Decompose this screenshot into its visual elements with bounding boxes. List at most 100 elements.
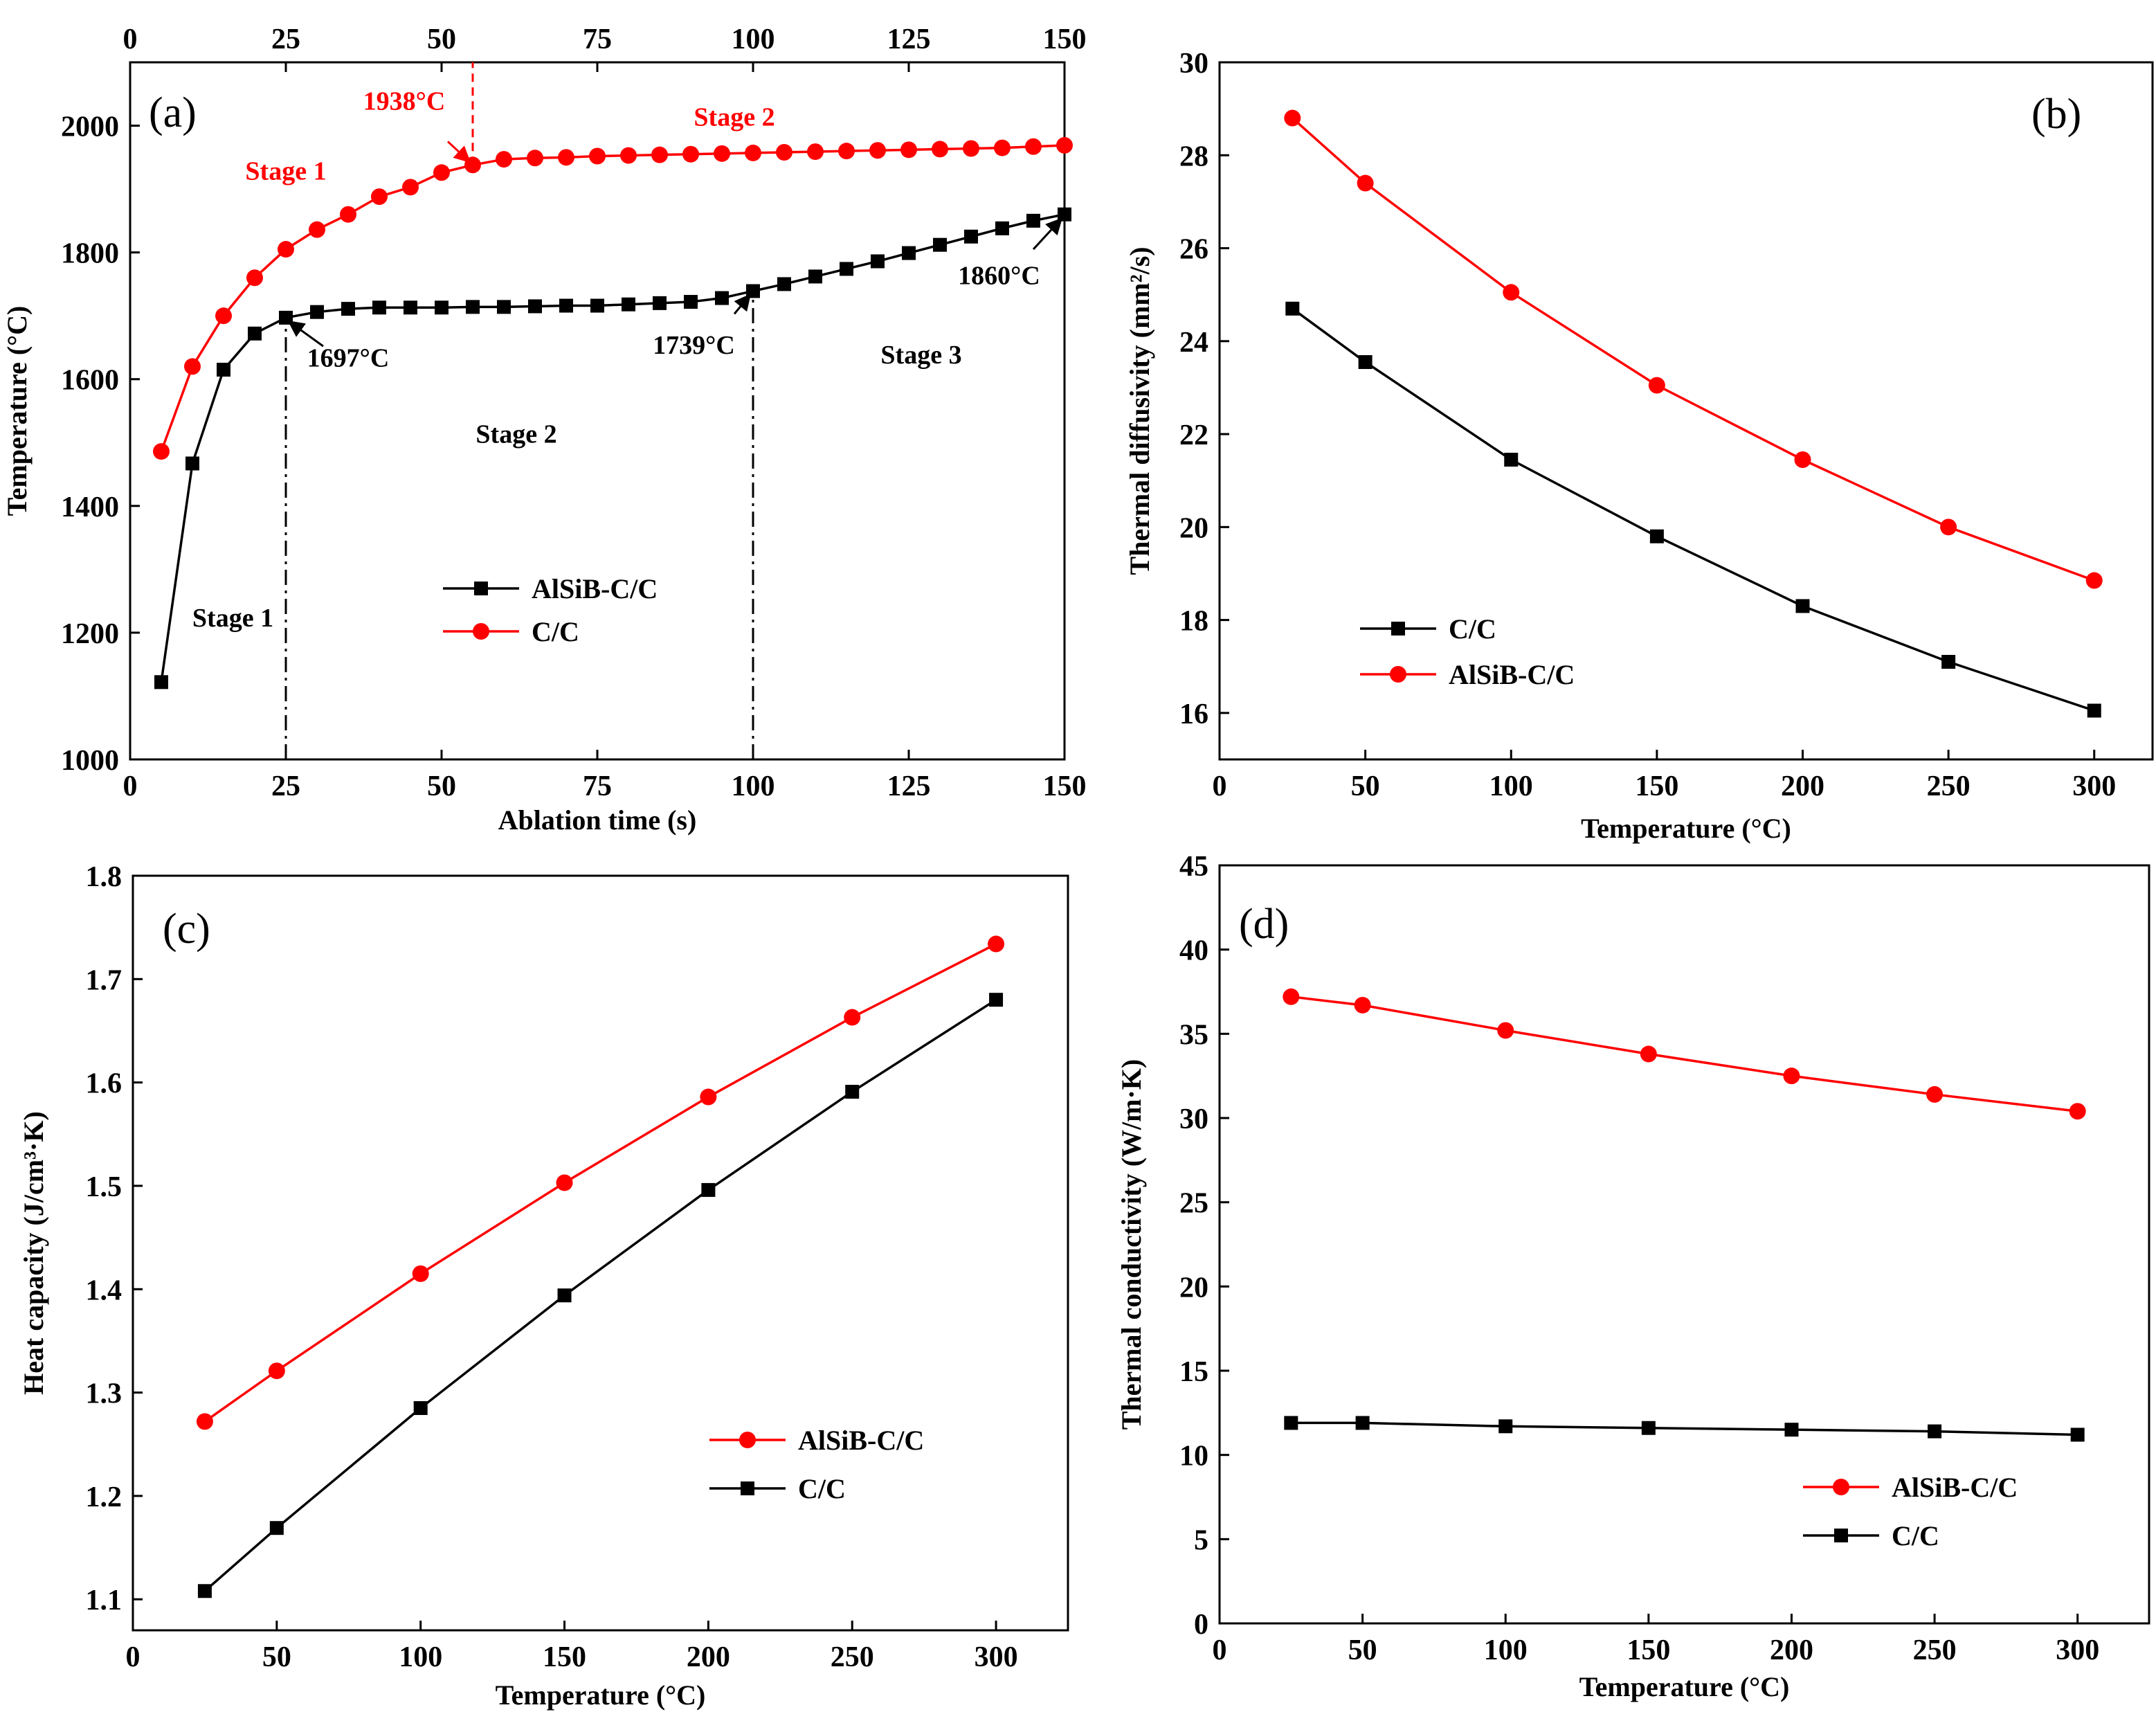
data-point — [994, 139, 1011, 156]
data-point — [154, 675, 168, 690]
y-tick-label: 45 — [1179, 851, 1208, 883]
data-point — [1940, 519, 1957, 536]
data-point — [808, 269, 822, 284]
data-point — [248, 326, 262, 341]
data-point — [1784, 1423, 1799, 1437]
x-tick-label: 50 — [262, 1641, 291, 1673]
series-c-c — [1285, 301, 2101, 718]
annotation-label: Stage 2 — [475, 420, 556, 449]
data-point — [341, 302, 355, 316]
x-tick-label: 50 — [1348, 1634, 1377, 1666]
data-point — [404, 300, 417, 315]
panel-label: (b) — [2031, 91, 2081, 138]
y-tick-label: 28 — [1179, 141, 1208, 172]
data-point — [932, 141, 948, 158]
data-point — [269, 1521, 284, 1535]
y-tick-label: 1400 — [61, 492, 119, 523]
data-point — [1355, 1416, 1370, 1430]
data-point — [215, 307, 232, 325]
data-point — [1783, 1067, 1800, 1085]
y-tick-label: 1.3 — [86, 1378, 123, 1410]
y-tick-label: 1.6 — [86, 1068, 123, 1100]
y-tick-label: 20 — [1179, 1272, 1208, 1304]
data-point — [1283, 988, 1300, 1005]
legend-marker — [739, 1432, 756, 1448]
data-point — [268, 1362, 285, 1380]
x-tick-label: 50 — [1351, 771, 1380, 802]
annotation-label: 1860°C — [958, 261, 1040, 290]
x-tick-label: 150 — [1627, 1634, 1670, 1666]
x-axis-title: Temperature (°C) — [496, 1679, 706, 1711]
data-point — [590, 298, 604, 313]
y-tick-label: 16 — [1179, 699, 1208, 730]
y-tick-label: 1.1 — [86, 1585, 123, 1616]
plot-frame — [1218, 864, 2150, 1625]
legend-marker — [473, 623, 489, 640]
data-point — [701, 1182, 716, 1197]
y-tick-label: 20 — [1179, 512, 1208, 544]
y-axis-title: Heat capacity (J/cm³·K) — [18, 1111, 49, 1395]
y-tick-label: 1200 — [61, 618, 119, 650]
data-point — [527, 150, 543, 167]
data-point — [745, 144, 761, 161]
data-point — [963, 140, 979, 157]
data-point — [844, 1009, 861, 1026]
data-point — [372, 300, 386, 315]
data-point — [2069, 1103, 2086, 1120]
series-line — [1292, 307, 2095, 712]
legend-label: C/C — [798, 1473, 846, 1504]
legend-label: C/C — [532, 616, 579, 647]
y-tick-label: 1.7 — [86, 964, 123, 996]
x-tick-label: 250 — [1927, 771, 1971, 802]
data-point — [776, 143, 792, 161]
top-tick-label: 75 — [583, 24, 612, 55]
x-tick-label: 0 — [123, 771, 138, 802]
data-point — [217, 362, 230, 377]
series-line — [160, 144, 1065, 452]
data-point — [2087, 703, 2101, 718]
data-point — [684, 295, 698, 309]
data-point — [1026, 213, 1040, 228]
legend-label: AlSiB-C/C — [798, 1425, 924, 1456]
y-tick-label: 30 — [1179, 1103, 1208, 1135]
data-point — [153, 443, 170, 460]
x-tick-label: 100 — [1489, 771, 1533, 802]
top-tick-label: 125 — [887, 24, 931, 55]
x-tick-label: 100 — [732, 771, 775, 802]
data-point — [197, 1584, 212, 1598]
annotation-label: 1739°C — [653, 331, 735, 360]
data-point — [1056, 136, 1073, 154]
data-point — [1941, 655, 1956, 669]
data-point — [185, 456, 199, 471]
series-line — [1292, 117, 2095, 582]
annotation-label: 1697°C — [307, 343, 390, 372]
data-point — [371, 188, 388, 206]
y-tick-label: 1000 — [61, 745, 119, 777]
data-point — [840, 262, 853, 276]
x-tick-label: 300 — [975, 1641, 1018, 1673]
x-axis-title: Ablation time (s) — [498, 804, 697, 836]
x-tick-label: 300 — [2072, 771, 2116, 802]
data-point — [871, 254, 885, 269]
data-point — [558, 149, 574, 166]
data-point — [902, 246, 916, 260]
annotation-arrow — [287, 321, 324, 348]
data-point — [1284, 1416, 1298, 1430]
series-line — [1291, 995, 2078, 1113]
data-point — [988, 935, 1005, 953]
data-point — [622, 297, 635, 312]
x-axis-title: Temperature (°C) — [1581, 813, 1791, 844]
data-point — [869, 142, 886, 159]
data-point — [995, 221, 1009, 235]
annotation-label: Stage 1 — [192, 604, 273, 633]
data-point — [184, 358, 201, 375]
data-point — [1497, 1022, 1514, 1039]
x-tick-label: 250 — [1913, 1634, 1957, 1666]
chart-panel-c: 0 50 100 150 200 250 300 1.1 1.2 1.3 1.4 1.5 1.6 1.7 1… — [18, 861, 1069, 1711]
legend: AlSiB-C/C C/C — [1803, 1472, 2018, 1551]
data-point — [413, 1400, 428, 1415]
data-point — [651, 146, 668, 163]
top-tick-label: 150 — [1043, 24, 1087, 55]
data-point — [310, 305, 324, 319]
